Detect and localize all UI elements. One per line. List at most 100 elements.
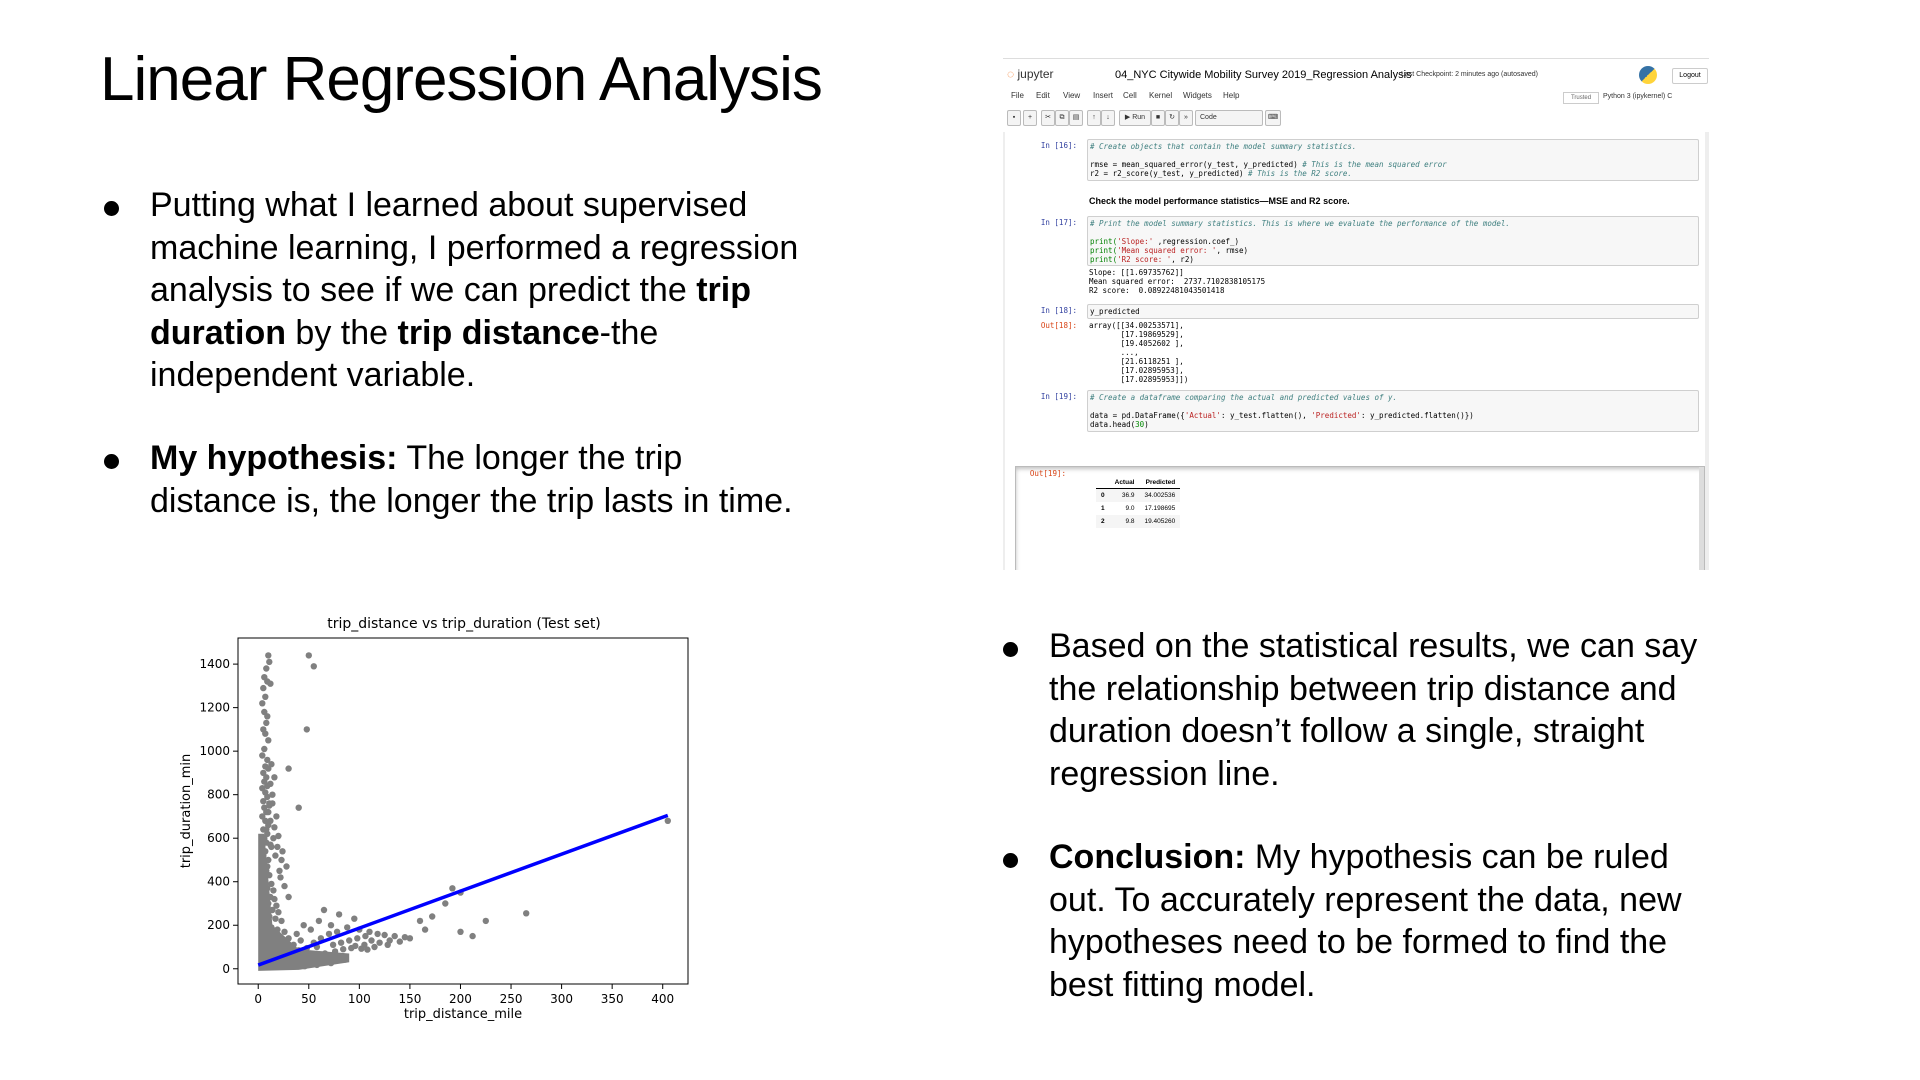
code-string: 'Slope:' — [1117, 237, 1154, 246]
scatter-point — [327, 959, 335, 967]
notebook-title[interactable]: 04_NYC Citywide Mobility Survey 2019_Reg… — [1115, 69, 1412, 81]
scatter-point — [320, 906, 328, 914]
code-string: 'Mean squared error: ' — [1117, 246, 1217, 255]
output-cell-19[interactable]: Out[19]: Actual Predicted 0 36.9 34.0025… — [1015, 466, 1705, 570]
output-line: R2 score: 0.08922481043501418 — [1089, 286, 1225, 295]
scatter-point — [263, 665, 270, 672]
menu-widgets[interactable]: Widgets — [1183, 91, 1212, 100]
table-cell: 2 — [1096, 515, 1110, 528]
output-line: [19.4052602 ], — [1089, 339, 1184, 348]
move-down-icon[interactable]: ↓ — [1101, 110, 1115, 126]
output-line: [17.02895953]]) — [1089, 375, 1189, 384]
logout-button[interactable]: Logout — [1672, 68, 1708, 84]
code-comment: # Print the model summary statistics. Th… — [1090, 219, 1510, 228]
output-line: Slope: [[1.69735762]] — [1089, 268, 1184, 277]
menu-cell[interactable]: Cell — [1123, 91, 1137, 100]
output-line: Mean squared error: 2737.7102838105175 — [1089, 277, 1266, 286]
copy-icon[interactable]: ⧉ — [1055, 110, 1069, 126]
move-up-icon[interactable]: ↑ — [1087, 110, 1101, 126]
kernel-indicator: Python 3 (ipykernel) C — [1603, 93, 1673, 100]
scatter-point — [406, 935, 414, 942]
scatter-point — [259, 898, 266, 905]
scatter-point — [260, 911, 267, 918]
keyboard-icon[interactable]: ⌨ — [1265, 110, 1281, 126]
menu-bar: File Edit View Insert Cell Kernel Widget… — [1003, 88, 1709, 104]
scatter-point — [276, 867, 283, 874]
scatter-point — [262, 904, 269, 911]
scatter-point — [354, 935, 361, 942]
scatter-point — [376, 939, 383, 946]
code-text: y_predicted — [1090, 307, 1140, 316]
scatter-point — [416, 917, 424, 925]
code-cell-18[interactable]: y_predicted — [1087, 304, 1699, 319]
table-header-row: Actual Predicted — [1096, 477, 1181, 489]
stop-icon[interactable]: ■ — [1151, 110, 1165, 126]
menu-file[interactable]: File — [1011, 91, 1024, 100]
scatter-point — [268, 924, 275, 931]
bullet-text: Conclusion: My hypothesis can be ruled o… — [1049, 836, 1682, 1006]
bullet-dot — [1003, 642, 1018, 657]
scatter-point — [421, 926, 429, 933]
y-tick-label: 400 — [207, 875, 230, 889]
scatter-point — [290, 941, 297, 948]
run-button[interactable]: ▶ Run — [1119, 110, 1151, 126]
scatter-point — [278, 856, 285, 864]
add-cell-icon[interactable]: + — [1023, 110, 1037, 126]
y-tick-label: 600 — [207, 831, 230, 845]
scatter-point — [265, 652, 272, 659]
code-cell-17[interactable]: # Print the model summary statistics. Th… — [1087, 216, 1699, 266]
table-cell: 9.0 — [1125, 505, 1135, 512]
menu-kernel[interactable]: Kernel — [1149, 91, 1173, 100]
output-scrollbar[interactable] — [1699, 467, 1704, 570]
fast-forward-icon[interactable]: » — [1179, 110, 1193, 126]
bullet-line: regression line. — [1049, 754, 1280, 793]
scatter-point — [269, 963, 276, 970]
x-axis-label: trip_distance_mile — [404, 1007, 522, 1022]
cell-prompt: In [17]: — [1040, 218, 1077, 227]
cell-prompt: In [18]: — [1040, 306, 1077, 315]
jupyter-logo[interactable]: ◌ jupyter — [1007, 67, 1054, 81]
code-comment: # This is the R2 score. — [1248, 169, 1352, 178]
bold-term: Conclusion: — [1049, 838, 1246, 876]
scatter-point — [327, 922, 335, 929]
cut-icon[interactable]: ✂ — [1041, 110, 1055, 126]
menu-help[interactable]: Help — [1223, 91, 1240, 100]
bullet-dot — [104, 201, 119, 216]
cell-prompt: In [19]: — [1040, 392, 1077, 401]
bold-term: trip distance — [397, 313, 600, 352]
menu-insert[interactable]: Insert — [1093, 91, 1114, 100]
scatter-point — [277, 874, 284, 881]
scatter-point — [266, 800, 273, 807]
scatter-chart: trip_distance vs trip_duration (Test set… — [179, 616, 689, 1022]
scatter-point — [264, 782, 271, 790]
scatter-point — [263, 930, 270, 938]
save-icon[interactable]: ▪ — [1007, 110, 1021, 126]
scatter-point — [274, 843, 281, 851]
cell-type-select[interactable]: Code — [1195, 110, 1263, 126]
code-text: data.head( — [1090, 420, 1136, 429]
table-cell: 0 — [1096, 488, 1110, 502]
bullet-text: Based on the statistical results, we can… — [1049, 625, 1697, 795]
trusted-indicator[interactable]: Trusted — [1563, 92, 1599, 104]
output-line: [21.6118251 ], — [1089, 357, 1184, 366]
code-cell-19[interactable]: # Create a dataframe comparing the actua… — [1087, 390, 1699, 432]
menu-edit[interactable]: Edit — [1036, 91, 1050, 100]
notebook-area: In [16]: # Create objects that contain t… — [1003, 132, 1709, 570]
code-text: data = pd.DataFrame({ — [1090, 411, 1185, 420]
scatter-point — [300, 922, 307, 929]
menu-view[interactable]: View — [1063, 91, 1081, 100]
scatter-point — [346, 937, 353, 944]
restart-icon[interactable]: ↻ — [1165, 110, 1179, 126]
scatter-point — [273, 813, 280, 820]
scatter-point — [273, 939, 280, 946]
table-row: 2 9.8 19.405260 — [1096, 515, 1181, 528]
notebook-page: In [16]: # Create objects that contain t… — [1005, 132, 1705, 570]
cell-output-17: Slope: [[1.69735762]] Mean squared error:… — [1089, 268, 1265, 295]
bullet-line: out. To accurately represent the data, n… — [1049, 880, 1682, 919]
scatter-point — [270, 932, 277, 940]
table-cell: 36.9 — [1109, 488, 1140, 502]
table-cell: 9.8 — [1109, 515, 1140, 528]
paste-icon[interactable]: ▤ — [1069, 110, 1083, 126]
code-cell-16[interactable]: # Create objects that contain the model … — [1087, 139, 1699, 181]
bullet-line: independent variable. — [150, 356, 476, 394]
